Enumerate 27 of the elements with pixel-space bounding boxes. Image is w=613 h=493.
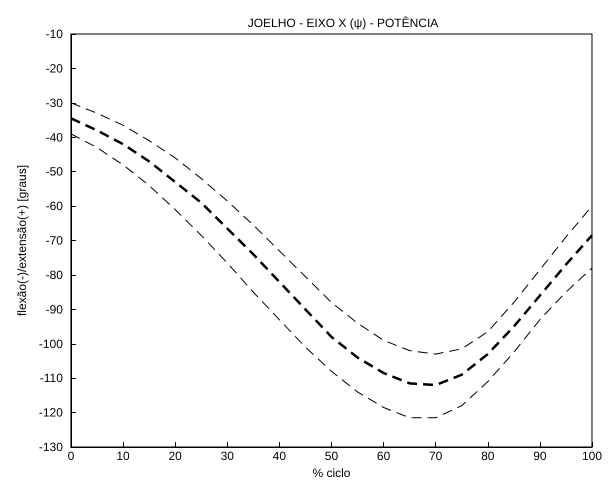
y-tick-label: -120 [38,406,64,420]
chart-title: JOELHO - EIXO X (ψ) - POTÊNCIA [248,16,438,30]
x-tick-label: 100 [582,449,602,463]
x-tick-label: 0 [68,449,75,463]
y-tick-label: -50 [46,164,64,179]
y-tick-label: -110 [40,371,64,386]
y-tick-label: -100 [38,336,64,351]
x-tick-label: 90 [533,449,547,463]
x-tick-label: 80 [481,449,495,463]
x-tick-label: 70 [428,449,443,463]
x-tick-label: 10 [116,449,130,463]
y-axis-title: flexão(-)/extensão(+) [graus] [15,164,29,316]
y-tick-label: -90 [46,302,64,316]
x-tick-label: 60 [376,449,391,463]
x-tick-label: 20 [168,449,182,463]
y-tick-label: -10 [46,27,64,41]
x-axis-title: % ciclo [312,466,351,480]
x-tick-label: 30 [220,449,234,463]
y-tick-label: -130 [38,440,64,454]
x-tick-label: 50 [324,449,338,463]
y-tick-label: -80 [46,268,64,282]
y-tick-label: -70 [46,234,64,248]
y-tick-label: -20 [46,61,64,76]
y-tick-label: -60 [46,199,64,214]
y-tick-label: -30 [46,96,64,110]
y-tick-label: -40 [46,130,64,144]
x-tick-label: 40 [272,449,286,463]
